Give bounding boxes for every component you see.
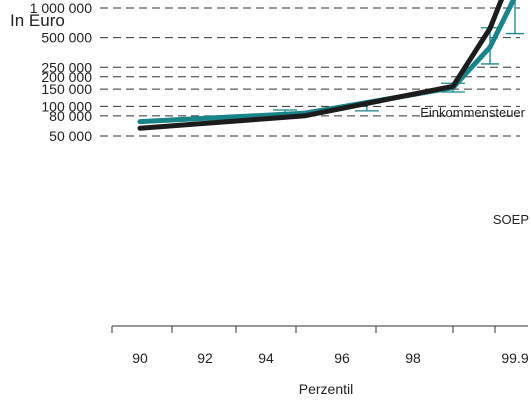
y-tick-label: 200 000	[41, 69, 92, 85]
series-line-soep	[137, 0, 517, 125]
x-tick-label: 99.9	[501, 350, 528, 366]
y-tick-label: 100 000	[41, 98, 92, 114]
x-axis: 90 92 94 96 98 99.9	[111, 325, 529, 366]
chart-title: In Euro	[10, 11, 65, 30]
x-tick-label: 98	[405, 350, 421, 366]
y-tick-label: 1 000 000	[30, 0, 92, 16]
series-label-einkommensteuer: Einkommensteuer	[420, 105, 525, 120]
y-tick-label: 250 000	[41, 59, 92, 75]
error-bar	[506, 0, 524, 35]
series-label-soep: SOEP	[493, 212, 529, 227]
series-lines	[137, 0, 524, 131]
x-tick-label: 90	[132, 350, 148, 366]
x-tick-label: 92	[197, 350, 213, 366]
y-tick-label: 500 000	[41, 30, 92, 46]
y-tick-label: 150 000	[41, 81, 92, 97]
series-line-einkommensteuer	[137, 0, 504, 131]
x-axis-title: Perzentil	[299, 381, 353, 397]
x-tick-label: 94	[258, 350, 274, 366]
x-tick-label: 96	[334, 350, 350, 366]
y-tick-label: 80 000	[49, 108, 92, 124]
y-tick-label: 50 000	[49, 128, 92, 144]
series-labels: Einkommensteuer SOEP	[420, 105, 529, 227]
